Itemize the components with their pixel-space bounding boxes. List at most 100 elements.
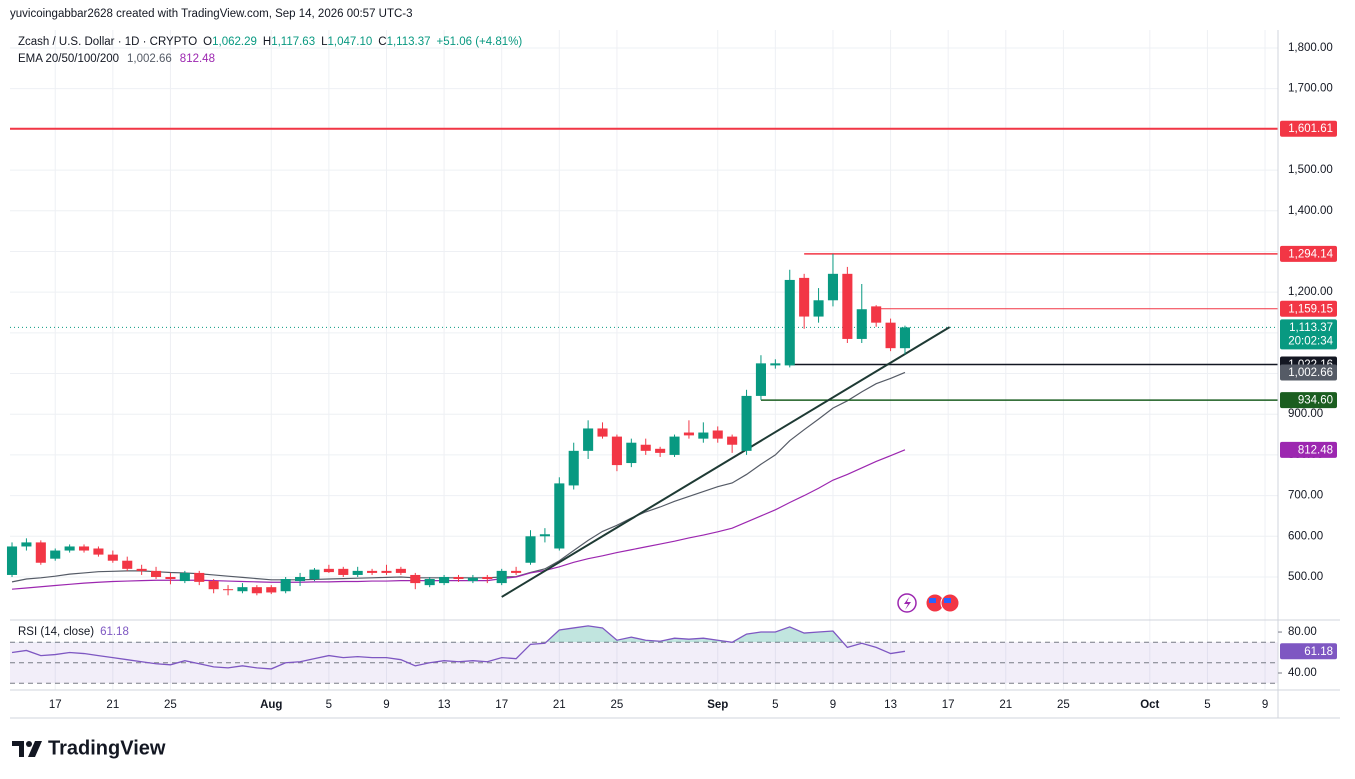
candle-body [799, 277, 810, 317]
grid [10, 30, 1278, 690]
candle-body [525, 536, 536, 563]
level-label-bg [1280, 245, 1337, 262]
ohlc-key: C [378, 36, 386, 48]
brand: TradingView [48, 737, 166, 759]
candle-body [669, 436, 680, 455]
rsi-line [11, 625, 906, 670]
y-tick-label: 700.00 [1288, 490, 1323, 502]
candle-body [554, 483, 565, 549]
x-tick-label: 21 [999, 699, 1012, 711]
candle-body [496, 570, 507, 584]
x-tick-label: 21 [553, 699, 566, 711]
event-icons [897, 593, 960, 613]
candle-body [165, 576, 176, 580]
candle-body [237, 587, 248, 592]
candle-body [78, 546, 90, 551]
candle-body [453, 576, 464, 580]
candle-body [223, 589, 234, 591]
x-tick-label: 13 [438, 699, 451, 711]
candle-body [482, 576, 493, 580]
ema-label-bg [1280, 441, 1337, 458]
level-label: 1,159.15 [1288, 303, 1333, 315]
candle-body [251, 587, 262, 594]
last-price-bg [1280, 319, 1337, 350]
candle-body [352, 570, 363, 575]
last-price-label: 1,113.37 [1289, 322, 1333, 334]
plot [6, 127, 1278, 684]
trendline [501, 326, 951, 598]
y-tick-label: 1,800.00 [1288, 42, 1333, 54]
candle-body [309, 569, 320, 580]
rsi-label: 61.18 [1304, 646, 1333, 658]
ema-value: 1,002.66 [127, 53, 172, 65]
indicator-legend: EMA 20/50/100/200 1,002.66 812.48 [18, 53, 215, 65]
x-tick-label: Aug [260, 699, 282, 711]
candle-body [856, 309, 867, 339]
candle-body [842, 273, 853, 339]
candle-body [107, 554, 118, 561]
x-tick-label: 5 [326, 699, 332, 711]
candle-body [151, 570, 162, 577]
candle-body [626, 442, 637, 464]
symbol: Zcash / U.S. Dollar · 1D · CRYPTO [18, 36, 197, 48]
ohlc-value: 1,062.29 [212, 36, 257, 48]
logo-mark [28, 741, 42, 757]
candle-body [784, 279, 795, 366]
candle-body [827, 273, 839, 301]
y-tick-label: 1,500.00 [1288, 164, 1333, 176]
rsi-tick-label: 80.00 [1288, 626, 1317, 638]
rsi-legend: RSI (14, close) 61.18 [18, 626, 129, 638]
change: +51.06 (+4.81%) [437, 36, 523, 48]
candle-body [367, 570, 378, 573]
candle-body [655, 448, 666, 453]
x-tick-label: 5 [1204, 699, 1210, 711]
legend: Zcash / U.S. Dollar · 1D · CRYPTO O1,062.… [18, 36, 522, 48]
candle-body [770, 363, 781, 366]
y-tick-label: 500.00 [1288, 571, 1323, 583]
credit: yuvicoingabbar2628 created with TradingV… [10, 8, 413, 20]
ohlc-value: 1,117.63 [271, 36, 315, 48]
rsi-tick-label: 40.00 [1288, 667, 1317, 679]
y-tick-label: 900.00 [1288, 408, 1323, 420]
candle-body [208, 581, 219, 590]
candle-body [727, 436, 738, 445]
candle-body [439, 576, 450, 584]
ohlc-key: O [203, 36, 212, 48]
y-tick-label: 1,200.00 [1288, 286, 1333, 298]
event-icon [904, 597, 911, 610]
candle-body [323, 568, 334, 573]
candle-body [50, 550, 61, 559]
candle-body [266, 587, 277, 593]
rsi-value: 61.18 [100, 626, 129, 638]
candle-body [871, 306, 882, 323]
candle-body [410, 574, 421, 584]
candle-body [467, 577, 478, 582]
candle-body [395, 568, 406, 573]
candle-body [640, 444, 651, 451]
candle-body [136, 568, 147, 571]
candle-body [712, 430, 723, 439]
y-tick-label: 600.00 [1288, 530, 1323, 542]
candle-body [424, 579, 435, 586]
x-tick-label: 25 [1057, 699, 1070, 711]
level-label: 1,294.14 [1288, 248, 1333, 260]
level-label-bg [1280, 120, 1337, 137]
indicator-title: EMA 20/50/100/200 [18, 53, 119, 65]
x-tick-label: Sep [707, 699, 728, 711]
event-icon [944, 598, 951, 603]
y-tick-label: 1,400.00 [1288, 205, 1333, 217]
candle-body [755, 363, 766, 396]
candle-body [194, 572, 205, 582]
ema-value: 812.48 [180, 53, 215, 65]
candle-body [597, 428, 608, 437]
candle-body [64, 546, 75, 551]
rsi-overbought-fill [12, 625, 905, 643]
y-tick-label: 1,700.00 [1288, 83, 1333, 95]
rsi-label-bg [1280, 643, 1337, 660]
candle-body [611, 436, 622, 466]
event-icon [929, 598, 936, 603]
countdown: 20:02:34 [1288, 335, 1333, 347]
x-tick-label: 13 [884, 699, 897, 711]
logo-mark [26, 741, 32, 747]
